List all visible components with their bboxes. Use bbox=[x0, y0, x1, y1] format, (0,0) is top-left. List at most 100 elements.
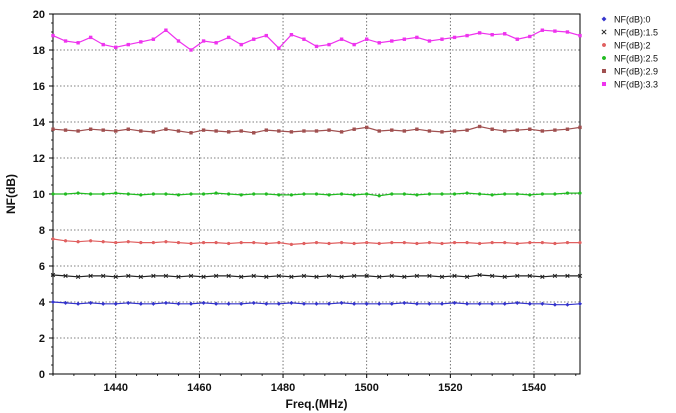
data-point bbox=[565, 240, 570, 245]
y-axis: 0 2 4 6 8 10 12 14 16 18 20 bbox=[33, 9, 53, 381]
data-point bbox=[101, 301, 106, 306]
data-point bbox=[364, 301, 369, 306]
data-point bbox=[176, 129, 181, 133]
data-point bbox=[151, 130, 156, 134]
data-point bbox=[176, 274, 181, 279]
data-point bbox=[276, 301, 282, 306]
data-point bbox=[427, 301, 432, 306]
data-point bbox=[88, 192, 93, 196]
data-point bbox=[577, 301, 583, 306]
y-tick-label: 8 bbox=[39, 225, 45, 237]
data-point bbox=[552, 273, 558, 279]
data-point bbox=[577, 273, 583, 279]
data-point bbox=[339, 130, 344, 134]
x-tick-label: 1460 bbox=[187, 382, 211, 394]
data-point bbox=[139, 240, 143, 245]
data-point bbox=[365, 37, 369, 41]
data-point bbox=[164, 28, 168, 32]
data-point bbox=[226, 35, 231, 40]
data-point bbox=[377, 194, 381, 198]
data-point bbox=[63, 273, 68, 279]
data-point bbox=[289, 193, 294, 197]
data-point bbox=[502, 301, 507, 306]
data-point bbox=[126, 42, 130, 47]
data-point bbox=[365, 125, 369, 130]
data-point bbox=[402, 129, 407, 133]
data-point bbox=[565, 127, 570, 131]
data-point bbox=[402, 274, 407, 279]
data-point bbox=[415, 127, 419, 131]
data-point bbox=[239, 301, 244, 306]
data-point bbox=[452, 35, 457, 40]
data-point bbox=[502, 274, 507, 279]
data-point bbox=[389, 301, 394, 306]
x-axis-title: Freq.(MHz) bbox=[286, 397, 348, 411]
data-point bbox=[553, 128, 557, 132]
data-point bbox=[464, 301, 470, 306]
y-tick-label: 16 bbox=[33, 81, 45, 93]
data-point bbox=[139, 40, 143, 44]
data-point bbox=[189, 131, 193, 135]
data-point bbox=[327, 241, 331, 246]
data-point bbox=[189, 192, 193, 196]
data-point bbox=[503, 129, 507, 133]
data-point bbox=[239, 274, 244, 279]
y-tick-label: 0 bbox=[39, 369, 45, 381]
data-point bbox=[540, 28, 545, 32]
data-point bbox=[88, 239, 93, 243]
data-point bbox=[528, 127, 532, 131]
data-point bbox=[427, 240, 432, 245]
data-point bbox=[113, 274, 118, 279]
data-point bbox=[277, 129, 281, 133]
data-point bbox=[76, 191, 80, 195]
data-point bbox=[327, 193, 331, 197]
legend-label: NF(dB):0 bbox=[614, 15, 651, 25]
data-point bbox=[477, 301, 482, 306]
legend-label: NF(dB):2.5 bbox=[614, 54, 658, 64]
data-point bbox=[214, 191, 218, 195]
data-point bbox=[402, 37, 407, 41]
data-point bbox=[101, 273, 106, 279]
data-point bbox=[477, 31, 482, 35]
data-point bbox=[252, 37, 256, 41]
data-point bbox=[503, 32, 507, 36]
data-point bbox=[201, 192, 206, 196]
data-point bbox=[377, 241, 381, 246]
data-point bbox=[51, 127, 55, 131]
data-point bbox=[114, 240, 118, 245]
data-point bbox=[490, 301, 495, 306]
data-point bbox=[126, 127, 130, 131]
data-point bbox=[503, 192, 507, 196]
data-point bbox=[415, 35, 419, 40]
data-point bbox=[351, 273, 357, 279]
data-point bbox=[276, 273, 282, 279]
data-point bbox=[452, 240, 457, 245]
data-point bbox=[75, 274, 81, 279]
data-point bbox=[264, 128, 268, 132]
data-point bbox=[365, 240, 369, 245]
data-point bbox=[552, 302, 558, 307]
data-point bbox=[351, 301, 357, 306]
data-point bbox=[76, 240, 80, 244]
data-point bbox=[578, 33, 582, 38]
data-point bbox=[528, 240, 532, 245]
data-point bbox=[289, 274, 294, 279]
x-tick-label: 1480 bbox=[271, 382, 295, 394]
y-tick-label: 10 bbox=[33, 189, 45, 201]
data-point bbox=[352, 241, 356, 246]
legend-item-4: NF(dB):2.5 bbox=[601, 54, 658, 64]
legend-item-1: NF(dB):0 bbox=[601, 15, 651, 25]
data-point bbox=[515, 241, 519, 246]
data-point bbox=[415, 241, 419, 246]
series-6 bbox=[51, 28, 582, 52]
data-point bbox=[252, 131, 256, 135]
data-point bbox=[452, 129, 457, 133]
data-point bbox=[578, 125, 582, 130]
data-point bbox=[440, 241, 444, 246]
series-3 bbox=[51, 237, 582, 247]
data-point bbox=[163, 300, 169, 306]
y-axis-title: NF(dB) bbox=[4, 174, 18, 214]
data-point bbox=[201, 128, 206, 132]
x-tick-label: 1540 bbox=[522, 382, 546, 394]
